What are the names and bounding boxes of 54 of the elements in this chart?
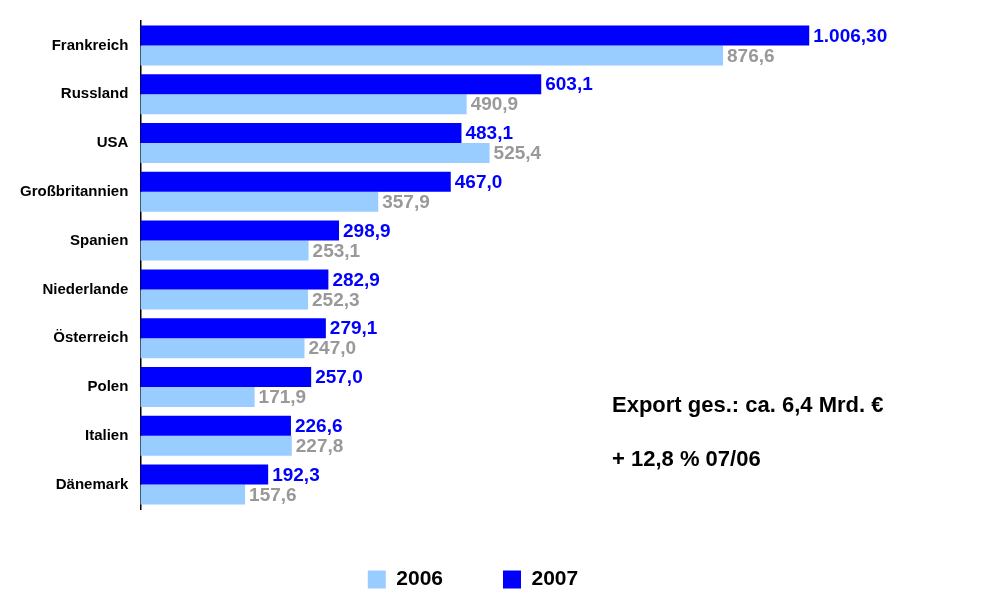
- y-tick-label: Österreich: [53, 328, 129, 346]
- data-label: 525,4: [493, 142, 542, 164]
- data-label: 171,9: [258, 386, 307, 408]
- bar: [140, 25, 810, 46]
- bar: [140, 318, 326, 339]
- data-label: 252,3: [312, 288, 360, 310]
- data-label: 490,9: [470, 93, 519, 115]
- data-label: 1.006,30: [813, 24, 888, 46]
- bar: [140, 366, 312, 387]
- bar: [140, 435, 292, 456]
- bar: [140, 240, 309, 261]
- data-label: 467,0: [454, 171, 503, 193]
- bar: [140, 171, 451, 192]
- data-label: 192,3: [272, 463, 320, 485]
- data-label: 279,1: [329, 317, 378, 339]
- data-label: 876,6: [727, 44, 775, 66]
- y-tick-label: Italien: [84, 425, 129, 443]
- data-label: 253,1: [312, 239, 361, 261]
- y-tick-label: Niederlande: [42, 279, 129, 297]
- bar: [140, 484, 246, 505]
- data-label: 227,8: [295, 435, 344, 457]
- bar: [140, 191, 379, 212]
- y-tick-label: Spanien: [69, 230, 129, 248]
- y-tick-label: Polen: [87, 377, 129, 395]
- data-label: 247,0: [308, 337, 357, 359]
- y-tick-label: Großbritannien: [19, 181, 129, 199]
- bar: [140, 220, 340, 241]
- annotation: + 12,8 % 07/06: [612, 446, 762, 472]
- bar: [140, 94, 467, 115]
- bar: [140, 464, 269, 485]
- data-label: 603,1: [545, 73, 594, 95]
- legend-label: 2006: [396, 566, 443, 590]
- data-label: 226,6: [294, 415, 343, 437]
- data-label: 257,0: [315, 366, 363, 388]
- data-label: 282,9: [332, 268, 380, 290]
- data-label: 483,1: [465, 122, 514, 144]
- bar: [140, 143, 490, 164]
- bar: [140, 415, 291, 436]
- y-tick-label: USA: [96, 133, 129, 151]
- bar: [140, 269, 329, 290]
- bar: [140, 45, 724, 66]
- y-tick-label: Dänemark: [55, 474, 129, 492]
- data-label: 357,9: [382, 191, 430, 213]
- annotation: Export ges.: ca. 6,4 Mrd. €: [612, 392, 884, 418]
- bar: [140, 338, 305, 359]
- y-tick-label: Frankreich: [51, 35, 129, 53]
- bar: [140, 122, 462, 143]
- data-label: 298,9: [343, 219, 391, 241]
- bar: [140, 387, 255, 408]
- bar: [140, 74, 542, 95]
- data-label: 157,6: [249, 483, 297, 505]
- y-tick-label: Russland: [60, 84, 129, 102]
- bar: [140, 289, 309, 310]
- legend-label: 2007: [531, 566, 579, 590]
